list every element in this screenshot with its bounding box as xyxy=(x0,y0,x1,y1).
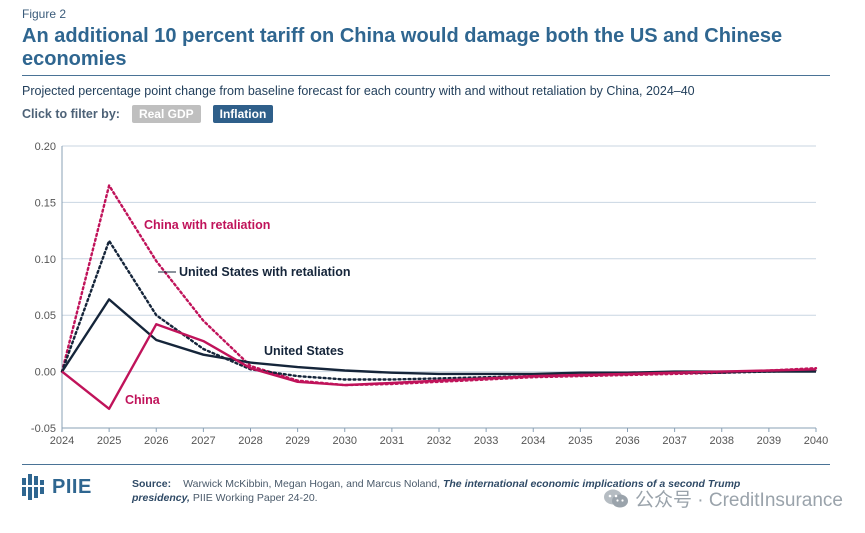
label-us-with-retaliation: United States with retaliation xyxy=(179,265,351,279)
us-line xyxy=(60,298,816,376)
label-us: United States xyxy=(264,344,344,358)
china-line xyxy=(61,322,817,410)
us-with-retaliation-line xyxy=(60,239,818,381)
y-tick-label: 0.05 xyxy=(35,310,56,322)
watermark-text: 公众号 · CreditInsurance xyxy=(634,490,843,511)
figure-label: Figure 2 xyxy=(22,7,67,21)
x-tick-label: 2039 xyxy=(757,435,781,447)
x-tick-label: 2034 xyxy=(521,435,545,447)
x-tick-label: 2024 xyxy=(50,435,74,447)
label-china-with-retaliation: China with retaliation xyxy=(144,218,270,232)
x-tick-label: 2038 xyxy=(710,435,734,447)
x-tick-label: 2033 xyxy=(474,435,498,447)
piie-logo: PIIE xyxy=(22,474,92,500)
filter-label: Click to filter by: xyxy=(22,107,120,121)
title-divider xyxy=(22,75,830,76)
source-label: Source: xyxy=(132,478,172,490)
source-end: PIIE Working Paper 24-20. xyxy=(189,492,318,504)
y-tick-label: 0.00 xyxy=(35,367,56,379)
series-lines xyxy=(60,184,818,410)
filter-real-gdp-button[interactable]: Real GDP xyxy=(131,105,201,123)
chart-title: An additional 10 percent tariff on China… xyxy=(22,25,783,70)
y-tick-label: -0.05 xyxy=(31,423,56,435)
filter-bar: Click to filter by: Real GDP Inflation xyxy=(22,105,285,123)
x-tick-label: 2028 xyxy=(238,435,262,447)
source-note: Source: Warwick McKibbin, Megan Hogan, an… xyxy=(132,477,782,505)
x-tick-label: 2026 xyxy=(144,435,168,447)
x-tick-label: 2032 xyxy=(427,435,451,447)
filter-inflation-button[interactable]: Inflation xyxy=(212,105,274,123)
y-tick-label: 0.15 xyxy=(35,197,56,209)
y-tick-label: 0.20 xyxy=(35,141,56,153)
x-tick-label: 2037 xyxy=(662,435,686,447)
footer-divider xyxy=(22,464,830,465)
series-annotations: China with retaliation United States with… xyxy=(125,218,351,407)
y-tick-label: 0.10 xyxy=(35,254,56,266)
wechat-icon xyxy=(603,489,628,507)
x-tick-label: 2040 xyxy=(804,435,828,447)
logo-text: PIIE xyxy=(52,475,92,498)
x-tick-label: 2036 xyxy=(615,435,639,447)
watermark: 公众号 · CreditInsurance xyxy=(603,485,843,512)
x-tick-label: 2031 xyxy=(380,435,404,447)
x-tick-label: 2029 xyxy=(285,435,309,447)
source-text: Warwick McKibbin, Megan Hogan, and Marcu… xyxy=(183,478,443,490)
piie-logo-icon xyxy=(22,474,44,500)
china-with-retaliation-line xyxy=(60,184,818,387)
label-china: China xyxy=(125,393,161,407)
chart-subtitle: Projected percentage point change from b… xyxy=(22,84,695,98)
grid-lines xyxy=(62,145,816,429)
source-title: The international economic implications … xyxy=(132,478,741,504)
x-tick-label: 2035 xyxy=(568,435,592,447)
x-tick-label: 2027 xyxy=(191,435,215,447)
x-tick-label: 2030 xyxy=(333,435,357,447)
x-tick-label: 2025 xyxy=(97,435,121,447)
